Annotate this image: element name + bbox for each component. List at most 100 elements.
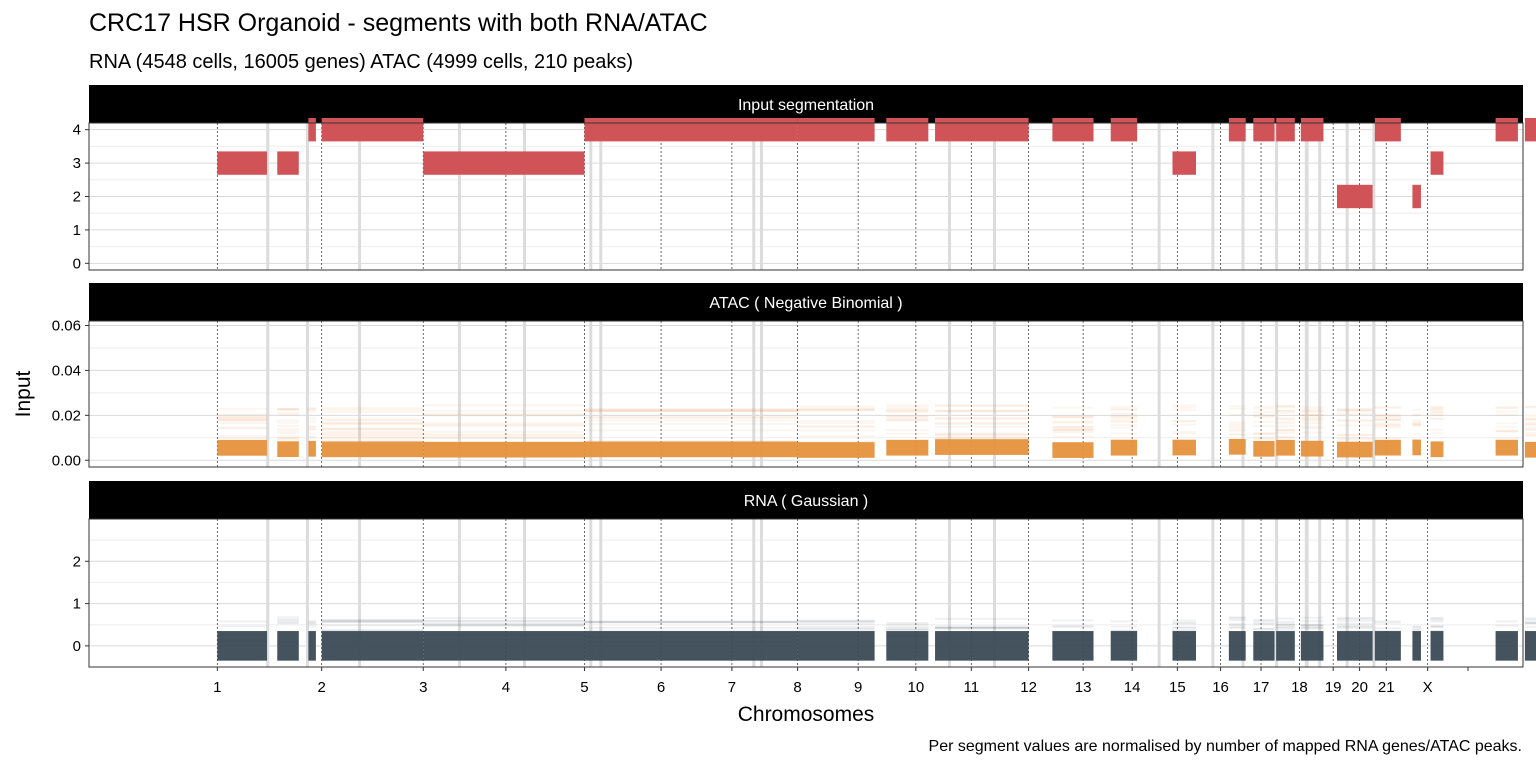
rna-cell-line xyxy=(1374,627,1401,630)
atac-cell-line xyxy=(1276,405,1295,408)
rna-band xyxy=(1110,631,1138,661)
rna-cell-line xyxy=(1110,625,1138,628)
atac-cell-line xyxy=(1430,414,1444,417)
gap-region xyxy=(1241,519,1245,667)
atac-cell-line xyxy=(584,409,798,412)
atac-band xyxy=(1172,439,1197,456)
atac-cell-line xyxy=(1052,416,1094,419)
gap-region xyxy=(305,123,309,270)
rna-cell-line xyxy=(1336,627,1373,630)
atac-cell-line xyxy=(1172,420,1197,423)
atac-band xyxy=(1495,439,1518,456)
atac-cell-line xyxy=(1495,430,1518,433)
atac-cell-line xyxy=(1374,418,1401,421)
atac-cell-line xyxy=(1052,420,1094,423)
atac-cell-line xyxy=(308,407,316,410)
atac-cell-line xyxy=(277,413,299,416)
gap-region xyxy=(266,519,270,667)
gap-region xyxy=(1211,123,1215,270)
panel-strip-label: RNA ( Gaussian ) xyxy=(744,493,868,510)
rna-cell-line xyxy=(797,627,875,630)
rna-cell-line xyxy=(886,627,929,630)
rna-cell-line xyxy=(935,627,1029,630)
rna-cell-line xyxy=(1253,619,1275,622)
atac-cell-line xyxy=(1374,418,1401,421)
atac-band xyxy=(1430,441,1444,458)
atac-cell-line xyxy=(1253,433,1275,436)
segment-bar xyxy=(935,117,1029,142)
atac-cell-line xyxy=(321,432,424,435)
segment-bar xyxy=(886,117,929,142)
atac-cell-line xyxy=(1276,435,1295,438)
atac-cell-line xyxy=(1276,409,1295,412)
y-tick-label: 4 xyxy=(73,122,81,139)
rna-band xyxy=(1052,631,1094,661)
atac-cell-line xyxy=(1374,422,1401,425)
rna-cell-line xyxy=(797,625,875,628)
atac-cell-line xyxy=(1300,427,1324,430)
rna-cell-line xyxy=(423,623,585,626)
atac-band xyxy=(1412,439,1421,456)
atac-cell-line xyxy=(1253,433,1275,436)
atac-cell-line xyxy=(1430,408,1444,411)
atac-cell-line xyxy=(1300,410,1324,413)
rna-cell-line xyxy=(423,619,585,622)
atac-cell-line xyxy=(1172,432,1197,435)
atac-cell-line xyxy=(1430,417,1444,420)
rna-band xyxy=(423,631,585,661)
gap-region xyxy=(1372,321,1376,467)
segment-bar xyxy=(1374,117,1401,142)
atac-cell-line xyxy=(1374,415,1401,418)
rna-cell-line xyxy=(1430,625,1444,628)
rna-band xyxy=(1228,631,1246,661)
atac-cell-line xyxy=(1524,417,1536,420)
atac-cell-line xyxy=(1524,434,1536,437)
rna-band xyxy=(1374,631,1401,661)
atac-cell-line xyxy=(308,425,316,428)
rna-cell-line xyxy=(1052,625,1094,628)
atac-cell-line xyxy=(886,408,929,411)
atac-cell-line xyxy=(423,414,585,417)
atac-cell-line xyxy=(797,422,875,425)
gap-region xyxy=(358,321,362,467)
gap-region xyxy=(752,321,756,467)
gap-region xyxy=(266,123,270,270)
y-tick-label: 0.02 xyxy=(52,407,81,424)
gap-region xyxy=(358,519,362,667)
atac-cell-line xyxy=(1336,409,1373,412)
y-tick-label: 0.06 xyxy=(52,317,81,334)
x-axis-title: Chromosomes xyxy=(738,703,875,726)
atac-cell-line xyxy=(1300,422,1324,425)
atac-cell-line xyxy=(1276,429,1295,432)
gap-region xyxy=(1304,123,1309,270)
atac-cell-line xyxy=(1524,432,1536,435)
atac-cell-line xyxy=(935,409,1029,412)
atac-cell-line xyxy=(1253,415,1275,418)
segment-bar xyxy=(308,117,316,142)
segment-bar xyxy=(1052,117,1094,142)
atac-cell-line xyxy=(277,407,299,410)
atac-cell-line xyxy=(584,415,798,418)
atac-cell-line xyxy=(1524,434,1536,437)
atac-cell-line xyxy=(1524,415,1536,418)
atac-cell-line xyxy=(1110,415,1138,418)
panel-1: ATAC ( Negative Binomial ) 0.00 0.02 0.04 0.… xyxy=(52,283,1536,469)
atac-cell-line xyxy=(1495,425,1518,428)
rna-cell-line xyxy=(1228,617,1246,620)
gap-region xyxy=(522,123,526,270)
atac-cell-line xyxy=(423,422,585,425)
y-tick-label: 0 xyxy=(73,638,81,655)
x-tick-label: 12 xyxy=(1020,679,1037,696)
atac-cell-line xyxy=(321,408,424,411)
x-tick-label: 17 xyxy=(1253,679,1270,696)
atac-cell-line xyxy=(1524,426,1536,429)
atac-cell-line xyxy=(308,435,316,438)
gap-region xyxy=(752,123,756,270)
gap-region xyxy=(752,519,756,667)
gap-region xyxy=(599,123,603,270)
rna-cell-line xyxy=(1336,616,1373,619)
atac-cell-line xyxy=(1336,433,1373,436)
atac-cell-line xyxy=(797,407,875,410)
